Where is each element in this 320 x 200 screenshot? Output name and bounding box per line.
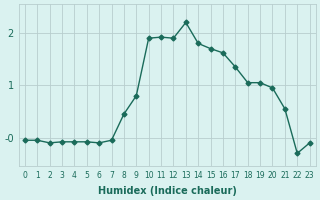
X-axis label: Humidex (Indice chaleur): Humidex (Indice chaleur) — [98, 186, 237, 196]
